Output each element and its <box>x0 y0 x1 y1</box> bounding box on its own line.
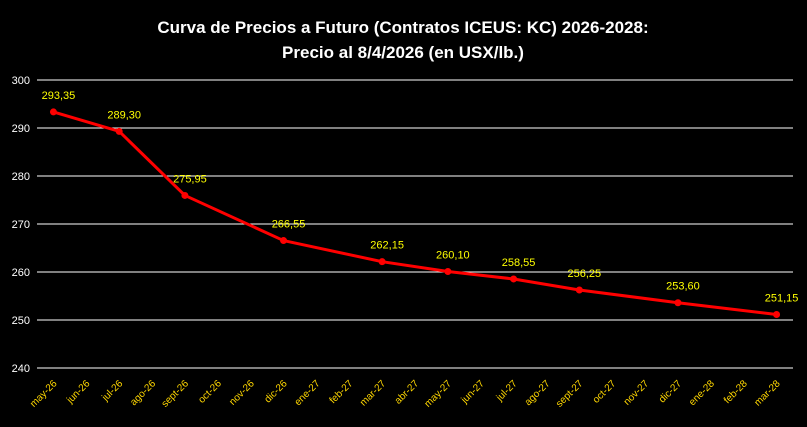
data-label: 293,35 <box>42 90 76 102</box>
gridlines <box>37 79 793 369</box>
x-tick-label: dic-26 <box>263 378 290 405</box>
data-label: 256,25 <box>568 268 602 280</box>
y-tick-label: 260 <box>12 267 30 279</box>
x-tick-label: ene-28 <box>687 378 717 408</box>
x-tick-label: jul-26 <box>100 378 126 404</box>
x-tick-label: sept-27 <box>554 378 586 410</box>
data-point <box>674 299 682 307</box>
x-tick-label: ago-27 <box>523 378 553 408</box>
data-point <box>181 191 189 199</box>
data-labels: 293,35 289,30 275,95 266,55 262,15 260,10 258,… <box>42 90 799 305</box>
data-point <box>49 108 57 116</box>
x-tick-label: oct-27 <box>591 378 619 406</box>
x-tick-label: mar-28 <box>753 378 783 408</box>
y-tick-label: 250 <box>12 315 30 327</box>
data-label: 251,15 <box>765 292 799 304</box>
series-line <box>53 110 777 316</box>
data-label: 266,55 <box>272 219 306 231</box>
x-tick-label: jun-27 <box>459 378 487 406</box>
x-tick-label: nov-26 <box>227 378 257 408</box>
x-tick-label: ago-26 <box>128 378 158 408</box>
data-point <box>444 268 452 276</box>
x-tick-label: oct-26 <box>196 378 224 406</box>
data-point <box>378 258 386 266</box>
x-tick-label: abr-27 <box>393 378 422 407</box>
data-point <box>510 275 518 283</box>
data-label: 258,55 <box>502 257 536 269</box>
chart-title-line1: Curva de Precios a Futuro (Contratos ICE… <box>157 18 648 37</box>
x-tick-label: may-26 <box>28 378 60 410</box>
data-point <box>575 286 583 294</box>
y-tick-label: 270 <box>12 219 30 231</box>
x-tick-label: jul-27 <box>494 378 520 404</box>
y-tick-label: 240 <box>12 363 30 375</box>
x-tick-label: mar-27 <box>358 378 388 408</box>
x-tick-label: dic-27 <box>657 378 684 405</box>
x-tick-label: jun-26 <box>64 378 92 406</box>
x-axis-ticks: may-26 jun-26 jul-26 ago-26 sept-26 oct-26 nov… <box>28 378 783 410</box>
data-point <box>773 310 781 318</box>
x-tick-label: feb-28 <box>722 378 750 406</box>
x-tick-label: feb-27 <box>328 378 356 406</box>
data-label: 262,15 <box>370 240 404 252</box>
data-label: 260,10 <box>436 250 470 262</box>
chart-title-line2: Precio al 8/4/2026 (en USX/lb.) <box>282 43 524 62</box>
data-point <box>280 237 288 245</box>
data-label: 253,60 <box>666 281 700 293</box>
y-tick-label: 300 <box>12 75 30 87</box>
y-axis-ticks: 240 250 260 270 280 290 300 <box>12 75 30 375</box>
price-series <box>49 108 781 318</box>
x-tick-label: nov-27 <box>622 378 652 408</box>
y-tick-label: 290 <box>12 123 30 135</box>
x-tick-label: may-27 <box>423 378 455 410</box>
x-tick-label: sept-26 <box>160 378 192 410</box>
data-point <box>115 127 123 135</box>
y-tick-label: 280 <box>12 171 30 183</box>
x-tick-label: ene-27 <box>293 378 323 408</box>
data-label: 275,95 <box>173 173 207 185</box>
data-label: 289,30 <box>107 109 141 121</box>
